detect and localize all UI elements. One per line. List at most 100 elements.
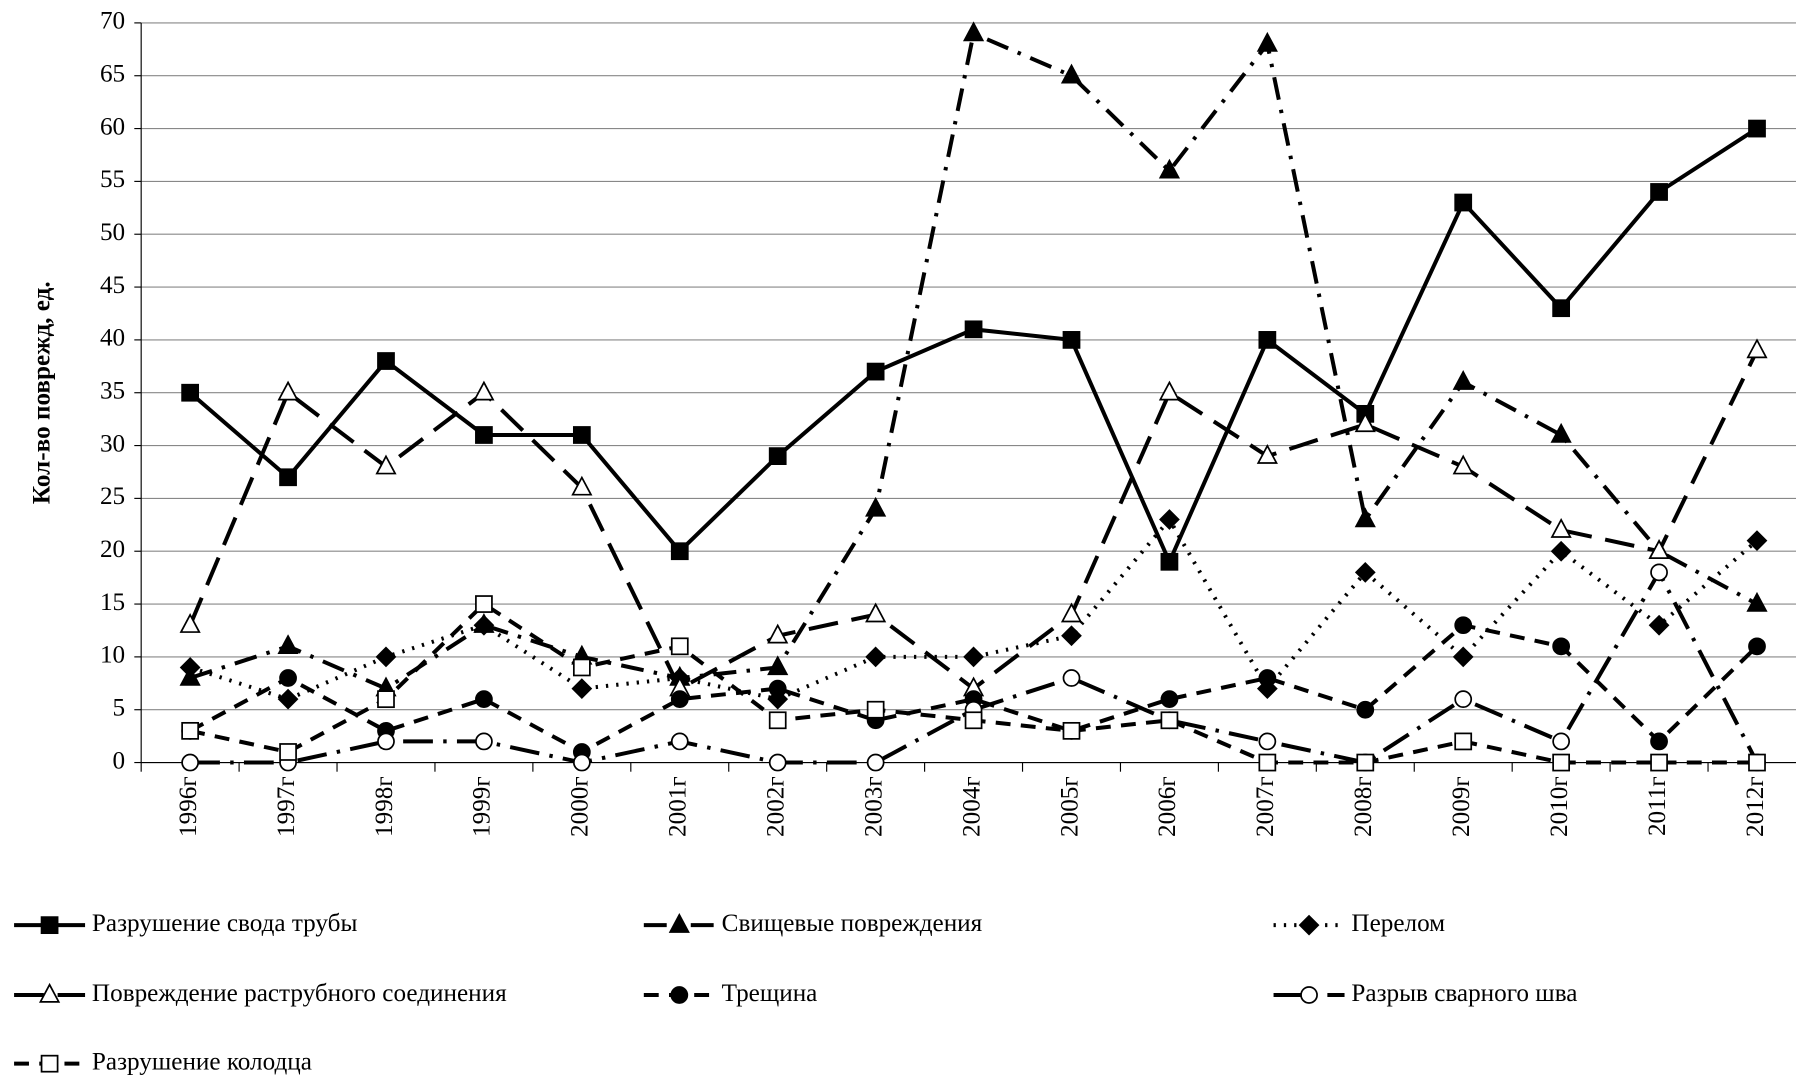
data-point [1552, 753, 1571, 772]
legend-marker [40, 916, 59, 935]
data-point [1354, 561, 1376, 583]
data-point [181, 753, 200, 772]
data-point [670, 732, 689, 751]
legend-label: Свищевые повреждения [722, 910, 983, 937]
data-point [1552, 637, 1571, 656]
data-point [865, 646, 887, 668]
data-point [572, 426, 591, 444]
data-point [179, 657, 201, 678]
x-tick-label: 2004г [958, 776, 985, 837]
data-point [475, 690, 493, 709]
data-point [473, 380, 495, 401]
x-tick-label: 2012г [1742, 776, 1769, 837]
data-point [1356, 753, 1375, 772]
data-point [670, 690, 689, 709]
data-point [1746, 530, 1768, 552]
data-point [767, 655, 789, 676]
data-point [1256, 443, 1278, 464]
data-point [768, 679, 787, 698]
data-point [1354, 412, 1376, 433]
y-tick-label: 10 [100, 642, 125, 669]
y-axis-label: Кол-во поврежд, ед. [29, 281, 56, 504]
data-point [277, 634, 299, 655]
data-point [1061, 625, 1082, 647]
x-tick-label: 2009г [1448, 776, 1475, 837]
data-point [1452, 370, 1474, 390]
data-point [181, 383, 200, 402]
data-point [1160, 711, 1179, 730]
y-tick-label: 60 [100, 113, 125, 140]
y-tick-label: 20 [100, 536, 125, 563]
data-point [1062, 721, 1081, 740]
data-point [475, 595, 493, 613]
data-point [963, 646, 984, 668]
data-point [670, 542, 689, 561]
x-tick-label: 2010г [1546, 776, 1573, 837]
x-tick-label: 2005г [1056, 776, 1083, 837]
data-point [1746, 591, 1768, 612]
series-line [190, 568, 1759, 765]
y-tick-label: 35 [100, 378, 125, 405]
data-point [1258, 753, 1277, 772]
data-point [1158, 158, 1181, 179]
x-tick-label: 2007г [1252, 776, 1279, 837]
data-point [670, 637, 689, 656]
data-point [1454, 616, 1473, 635]
legend-marker [670, 986, 689, 1004]
data-point [1454, 732, 1473, 751]
data-point [1158, 380, 1181, 401]
data-point [1650, 732, 1668, 751]
series-line [189, 30, 1758, 691]
x-tick-label: 2006г [1154, 776, 1181, 837]
data-point [1159, 509, 1180, 530]
data-point [1160, 552, 1179, 571]
data-point [572, 658, 591, 677]
legend-marker [38, 982, 61, 1003]
data-point [1060, 602, 1083, 623]
y-tick-label: 70 [100, 8, 125, 35]
data-point [1748, 637, 1766, 656]
x-tick-label: 2003г [860, 776, 887, 837]
series-line [188, 126, 1759, 567]
data-point [277, 688, 299, 710]
x-tick-label: 2008г [1350, 776, 1377, 837]
data-point [179, 613, 201, 633]
data-point [768, 711, 787, 730]
legend-label: Трещина [722, 980, 818, 1007]
data-point [1550, 517, 1572, 538]
data-point [475, 732, 493, 751]
data-point [1160, 690, 1179, 709]
data-point [279, 468, 297, 487]
data-point [964, 320, 983, 339]
legend-label: Разрушение свода трубы [92, 910, 358, 937]
legend-label: Разрушение колодца [92, 1048, 312, 1075]
data-point [1258, 732, 1277, 751]
data-point [377, 690, 395, 709]
data-point [865, 496, 887, 517]
data-point [964, 711, 983, 730]
data-point [1256, 31, 1278, 52]
data-point [1258, 331, 1277, 349]
y-tick-label: 55 [100, 166, 125, 193]
x-tick-label: 1997г [273, 776, 300, 837]
data-point [1452, 454, 1474, 475]
x-tick-label: 2001г [665, 776, 692, 837]
y-tick-label: 15 [100, 589, 125, 616]
data-point [1648, 539, 1670, 559]
legend-label: Повреждение раструбного соединения [92, 980, 507, 1007]
data-point [865, 602, 887, 623]
data-point [1550, 422, 1572, 443]
data-point [1354, 507, 1376, 528]
data-point [866, 362, 885, 381]
data-point [1552, 732, 1571, 751]
data-point [181, 721, 200, 740]
data-point [375, 646, 397, 668]
y-tick-label: 65 [100, 61, 125, 88]
x-tick-label: 2011г [1644, 776, 1671, 836]
x-tick-label: 2000г [567, 776, 594, 837]
legend-marker [1298, 914, 1320, 936]
legend-label: Перелом [1351, 910, 1445, 937]
data-point [377, 732, 395, 751]
